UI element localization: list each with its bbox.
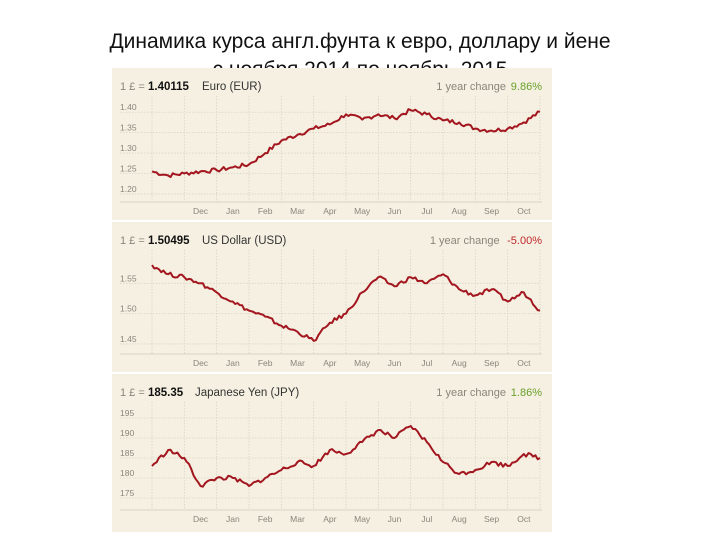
x-tick-label: Jun bbox=[388, 514, 402, 524]
x-tick-label: Apr bbox=[323, 358, 336, 368]
currency-charts-image: 1 £ = 1.40115 Euro (EUR) 9.86% 1 year change… bbox=[112, 68, 552, 532]
y-tick-label: 175 bbox=[120, 488, 134, 498]
x-tick-label: Dec bbox=[193, 358, 209, 368]
x-tick-label: Sep bbox=[484, 514, 499, 524]
chart-panel-background bbox=[112, 374, 552, 532]
chart-change-value: 9.86% bbox=[511, 81, 542, 93]
chart-rate-value: 1.40115 bbox=[148, 81, 190, 93]
x-tick-label: Feb bbox=[258, 206, 273, 216]
x-tick-label: Oct bbox=[517, 358, 531, 368]
y-tick-label: 185 bbox=[120, 448, 134, 458]
series-line bbox=[151, 425, 541, 488]
chart-currency-name: Japanese Yen (JPY) bbox=[195, 387, 299, 399]
chart-change-value: 1.86% bbox=[511, 387, 542, 399]
y-tick-label: 1.20 bbox=[120, 184, 137, 194]
chart-panel-2: 1 £ = 1.50495 US Dollar (USD) -5.00% 1 year … bbox=[112, 222, 552, 372]
chart-prefix-label: 1 £ = bbox=[120, 81, 145, 93]
series-line bbox=[151, 264, 541, 342]
x-tick-label: Jun bbox=[388, 206, 402, 216]
x-tick-label: Mar bbox=[290, 206, 305, 216]
x-tick-label: Sep bbox=[484, 358, 499, 368]
x-tick-label: Sep bbox=[484, 206, 499, 216]
chart-rate-value: 1.50495 bbox=[148, 235, 190, 247]
chart-change-label: 1 year change bbox=[430, 235, 500, 247]
x-tick-label: Aug bbox=[452, 514, 467, 524]
x-tick-label: Dec bbox=[193, 206, 209, 216]
series-line bbox=[151, 108, 541, 179]
y-tick-label: 1.45 bbox=[120, 334, 137, 344]
y-tick-label: 1.50 bbox=[120, 304, 137, 314]
y-tick-label: 195 bbox=[120, 408, 134, 418]
y-tick-label: 180 bbox=[120, 468, 134, 478]
y-tick-label: 190 bbox=[120, 428, 134, 438]
x-tick-label: Oct bbox=[517, 206, 531, 216]
x-tick-label: Dec bbox=[193, 514, 209, 524]
y-tick-label: 1.25 bbox=[120, 163, 137, 173]
y-tick-label: 1.40 bbox=[120, 102, 137, 112]
chart-change-value: -5.00% bbox=[507, 235, 542, 247]
slide-title-line-1: Динамика курса англ.фунта к евро, доллар… bbox=[109, 30, 611, 53]
x-tick-label: Oct bbox=[517, 514, 531, 524]
chart-currency-name: Euro (EUR) bbox=[202, 81, 262, 93]
chart-panel-3: 1 £ = 185.35 Japanese Yen (JPY) 1.86% 1 year… bbox=[112, 374, 552, 532]
chart-prefix-label: 1 £ = bbox=[120, 387, 145, 399]
chart-panel-background bbox=[112, 222, 552, 372]
x-tick-label: May bbox=[354, 206, 371, 216]
x-tick-label: Jul bbox=[421, 514, 432, 524]
x-tick-label: Apr bbox=[323, 206, 336, 216]
x-tick-label: May bbox=[354, 358, 371, 368]
x-tick-label: Jan bbox=[226, 514, 240, 524]
y-tick-label: 1.55 bbox=[120, 273, 137, 283]
currency-charts-svg: 1 £ = 1.40115 Euro (EUR) 9.86%1 year change… bbox=[112, 68, 552, 532]
chart-change-label: 1 year change bbox=[436, 387, 506, 399]
x-tick-label: Jul bbox=[421, 206, 432, 216]
chart-rate-value: 185.35 bbox=[148, 387, 184, 399]
chart-currency-name: US Dollar (USD) bbox=[202, 235, 287, 247]
x-tick-label: Jun bbox=[388, 358, 402, 368]
x-tick-label: Aug bbox=[452, 358, 467, 368]
x-tick-label: Jul bbox=[421, 358, 432, 368]
chart-panel-1: 1 £ = 1.40115 Euro (EUR) 9.86% 1 year change… bbox=[112, 68, 552, 220]
x-tick-label: Feb bbox=[258, 358, 273, 368]
chart-prefix-label: 1 £ = bbox=[120, 235, 145, 247]
y-tick-label: 1.30 bbox=[120, 143, 137, 153]
x-tick-label: May bbox=[354, 514, 371, 524]
x-tick-label: Jan bbox=[226, 358, 240, 368]
x-tick-label: Mar bbox=[290, 514, 305, 524]
y-tick-label: 1.35 bbox=[120, 123, 137, 133]
x-tick-label: Apr bbox=[323, 514, 336, 524]
chart-change-label: 1 year change bbox=[436, 81, 506, 93]
x-tick-label: Mar bbox=[290, 358, 305, 368]
x-tick-label: Aug bbox=[452, 206, 467, 216]
x-tick-label: Feb bbox=[258, 514, 273, 524]
x-tick-label: Jan bbox=[226, 206, 240, 216]
chart-panel-background bbox=[112, 68, 552, 220]
